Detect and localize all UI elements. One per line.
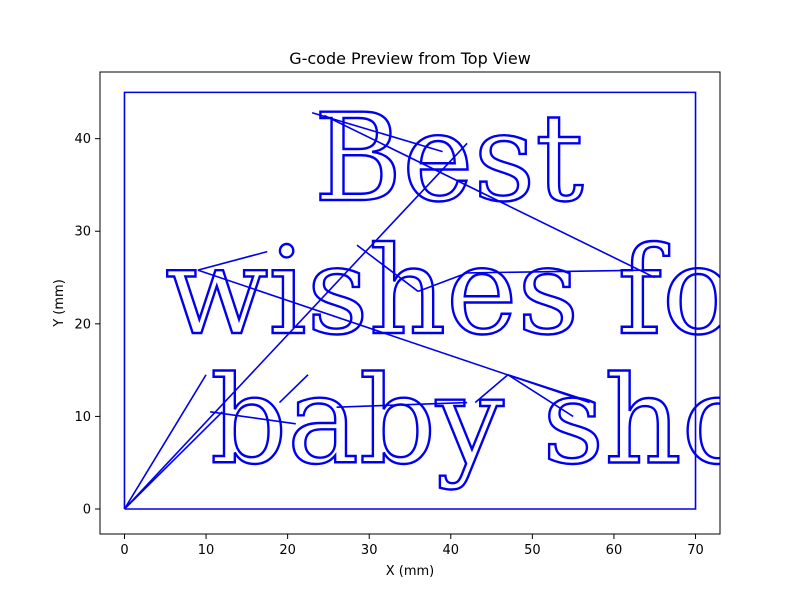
- chart-title: G-code Preview from Top View: [289, 49, 531, 68]
- y-axis-label: Y (mm): [52, 279, 67, 328]
- x-axis-label: X (mm): [386, 564, 435, 579]
- travel-move-0: [123, 374, 207, 510]
- x-tick-label: 70: [687, 543, 704, 558]
- axis-ticks: 0 10 20 30 40 50 60 70 0 10 20 30 40: [74, 132, 703, 558]
- engraved-text-line-2: wishes for: [165, 222, 792, 362]
- axes-frame: [99, 71, 721, 535]
- x-tick-label: 0: [120, 543, 128, 558]
- x-tick-label: 30: [361, 543, 378, 558]
- x-tick-label: 40: [443, 543, 460, 558]
- travel-move-2: [123, 142, 468, 510]
- travel-move-14: [507, 373, 594, 404]
- x-tick-label: 20: [279, 543, 296, 558]
- travel-move-7: [197, 250, 268, 271]
- y-tick-label: 0: [83, 503, 91, 518]
- travel-move-10: [417, 272, 468, 293]
- travel-move-5: [311, 111, 443, 153]
- travel-move-4: [278, 374, 309, 404]
- travel-move-15: [507, 374, 574, 418]
- x-tick-label: 10: [198, 543, 215, 558]
- bed-border-path: [123, 91, 697, 510]
- travel-move-13: [474, 374, 509, 404]
- travel-move-3: [210, 410, 296, 425]
- travel-move-11: [467, 269, 647, 274]
- y-tick-label: 20: [74, 317, 91, 332]
- x-tick-label: 50: [524, 543, 541, 558]
- y-tick-label: 30: [74, 225, 91, 240]
- y-tick-label: 40: [74, 132, 91, 147]
- travel-move-12: [336, 401, 468, 408]
- x-tick-label: 60: [606, 543, 623, 558]
- y-tick-label: 10: [74, 410, 91, 425]
- travel-move-6: [323, 114, 656, 279]
- engraved-text-line-1: Best: [314, 89, 584, 229]
- travel-move-1: [123, 411, 223, 510]
- engraved-text-line-3: baby sho: [210, 352, 754, 492]
- travel-move-9: [356, 244, 419, 293]
